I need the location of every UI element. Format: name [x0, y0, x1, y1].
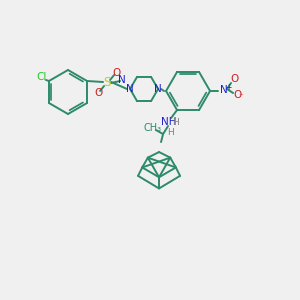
Text: N: N	[118, 75, 126, 85]
Text: N: N	[220, 85, 228, 95]
Text: S: S	[103, 76, 111, 89]
Text: N: N	[126, 84, 134, 94]
Text: H: H	[167, 128, 173, 136]
Text: ⁻: ⁻	[239, 92, 243, 101]
Text: NH: NH	[161, 117, 177, 127]
Text: H: H	[172, 118, 178, 127]
Text: Cl: Cl	[37, 72, 47, 82]
Text: +: +	[225, 82, 231, 91]
Text: N: N	[154, 84, 162, 94]
Text: O: O	[94, 88, 102, 98]
Text: CH₃: CH₃	[144, 123, 162, 133]
Text: O: O	[233, 90, 241, 100]
Text: O: O	[112, 68, 120, 78]
Text: O: O	[230, 74, 238, 84]
